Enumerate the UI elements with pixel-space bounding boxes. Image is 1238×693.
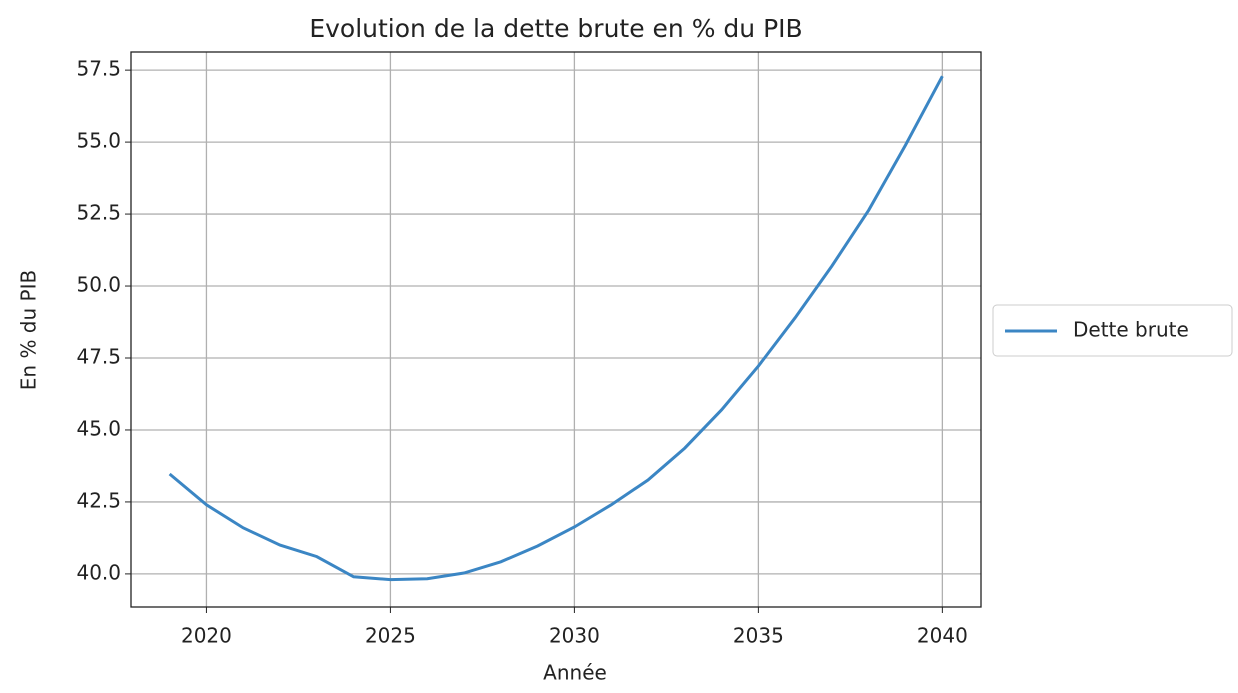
x-tick-label: 2030 — [549, 624, 600, 648]
plot-frame — [130, 51, 982, 608]
y-axis-label: En % du PIB — [17, 270, 41, 390]
y-tick-label: 55.0 — [76, 129, 121, 153]
chart-title: Evolution de la dette brute en % du PIB — [309, 14, 802, 43]
y-tick-label: 47.5 — [76, 344, 121, 368]
legend-label: Dette brute — [1073, 318, 1189, 342]
y-tick-label: 52.5 — [76, 201, 121, 225]
y-tick-label: 50.0 — [76, 273, 121, 297]
x-tick-label: 2025 — [365, 624, 416, 648]
y-tick-label: 45.0 — [76, 416, 121, 440]
x-axis-label: Année — [543, 661, 607, 685]
x-tick-label: 2035 — [733, 624, 784, 648]
legend-box — [992, 304, 1233, 357]
y-tick-label: 40.0 — [76, 560, 121, 584]
x-tick-label: 2040 — [917, 624, 968, 648]
y-tick-label: 42.5 — [76, 488, 121, 512]
y-tick-label: 57.5 — [76, 57, 121, 81]
x-tick-label: 2020 — [181, 624, 232, 648]
data-line — [168, 75, 944, 582]
